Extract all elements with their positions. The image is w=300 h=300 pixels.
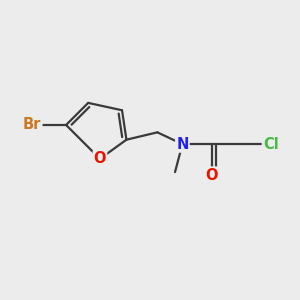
Text: Cl: Cl — [263, 136, 279, 152]
Text: O: O — [206, 167, 218, 182]
Text: N: N — [176, 136, 189, 152]
Text: O: O — [94, 151, 106, 166]
Text: Br: Br — [23, 118, 41, 133]
